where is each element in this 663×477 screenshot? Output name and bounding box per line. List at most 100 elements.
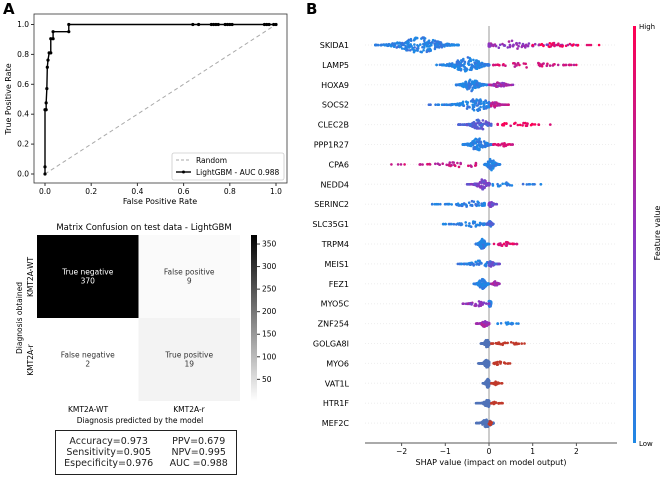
shap-point [496,381,499,385]
shap-point [433,39,437,43]
shap-point [482,122,486,125]
shap-point [485,283,489,287]
shap-point [510,184,514,187]
shap-point [487,105,491,109]
shap-point [501,81,504,85]
shap-point [523,342,526,345]
shap-point [465,107,469,110]
shap-point [495,363,499,367]
cm-colorbar-tick-label: 100 [262,352,277,361]
shap-point [488,260,492,263]
shap-point [540,65,544,68]
shap-feature-label: MYO6 [326,359,349,368]
shap-point [489,423,492,426]
shap-point [483,144,487,147]
shap-point [450,222,453,226]
shap-point [489,166,493,170]
shap-point [537,43,541,47]
roc-point [212,22,216,27]
shap-point [480,421,483,424]
shap-point [440,103,444,106]
shap-point [398,41,402,45]
shap-point [399,163,403,166]
cm-cell-value: 2 [85,360,90,369]
cm-colorbar-tick-label: 350 [262,240,277,249]
shap-point [461,100,465,104]
shap-point [396,163,400,166]
shap-point [475,67,479,70]
shap-point [508,143,511,146]
roc-point [51,30,55,34]
shap-point [511,83,515,87]
shap-point [439,202,442,206]
shap-point [524,124,528,128]
shap-point [548,42,552,45]
shap-point [507,103,510,106]
shap-point [489,382,493,385]
shap-point [409,37,413,41]
shap-point [415,47,419,50]
shap-point [486,379,490,382]
shap-point [491,342,495,345]
shap-point [461,123,464,126]
roc-point [45,65,49,69]
shap-colorbar-low: Low [639,440,653,448]
shap-point [564,63,568,67]
shap-point [477,119,480,122]
shap-point [505,122,508,125]
roc-xtick-label: 0.8 [224,187,236,196]
shap-point [471,125,474,129]
shap-point [477,101,481,105]
shap-point [428,44,431,48]
shap-point [533,123,537,126]
shap-point [467,201,471,204]
shap-point [471,107,475,111]
shap-point [473,65,477,69]
shap-point [487,183,491,187]
shap-point [513,65,517,68]
shap-point [484,83,488,87]
shap-point [469,100,473,103]
shap-point [456,62,459,65]
shap-point [478,127,482,130]
shap-point [475,104,479,107]
shap-point [434,162,437,166]
shap-point [394,42,398,45]
shap-feature-label: NEDD4 [321,180,349,189]
shap-point [456,262,460,266]
shap-point [496,322,500,325]
shap-point [487,44,491,48]
shap-point [485,401,489,404]
shap-point [479,105,482,109]
shap-point [492,84,495,87]
shap-point [473,125,477,129]
shap-point [502,124,506,127]
shap-point [458,123,461,126]
shap-point [480,62,484,66]
shap-point [491,43,495,47]
shap-point [383,43,387,47]
shap-point [480,181,483,185]
shap-point [515,42,518,45]
roc-ytick-label: 1.0 [17,20,29,29]
legend-random-label: Random [196,156,227,165]
shap-feature-label: TRPM4 [321,240,349,249]
roc-point [191,22,195,27]
shap-point [435,63,438,67]
shap-point [487,400,491,404]
shap-point [502,63,505,66]
shap-colorbar-high: High [639,23,655,31]
shap-point [489,83,492,87]
shap-point [448,163,451,166]
shap-point [520,342,523,345]
shap-point [464,69,467,73]
shap-point [505,183,509,187]
shap-point [422,46,426,49]
cm-cell [37,318,139,401]
shap-feature-label: FEZ1 [329,280,349,289]
shap-point [522,121,525,125]
shap-point [474,164,477,167]
shap-point [392,45,396,48]
shap-point [486,365,489,368]
shap-point [490,203,494,206]
